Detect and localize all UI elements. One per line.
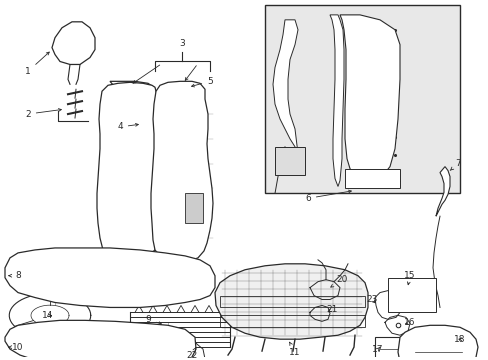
Text: 22: 22 [186, 348, 197, 360]
Polygon shape [100, 81, 163, 253]
Text: 20: 20 [330, 275, 347, 287]
Polygon shape [5, 248, 215, 307]
Text: 19: 19 [0, 359, 1, 360]
Polygon shape [215, 264, 367, 339]
Text: 8: 8 [9, 271, 21, 280]
Polygon shape [97, 82, 163, 261]
Polygon shape [339, 15, 399, 180]
Text: 11: 11 [289, 342, 300, 357]
Text: 7: 7 [449, 159, 460, 170]
Polygon shape [52, 22, 95, 64]
Text: 21: 21 [325, 305, 337, 314]
Text: 6: 6 [305, 190, 350, 203]
Bar [220, 315, 364, 327]
Bar [345, 168, 399, 188]
Polygon shape [151, 81, 213, 262]
Bar [387, 278, 435, 312]
Text: 14: 14 [42, 311, 54, 320]
Text: 23: 23 [366, 295, 377, 304]
Text: 17: 17 [371, 345, 383, 354]
Text: 1: 1 [25, 52, 49, 76]
Text: 4: 4 [117, 122, 138, 131]
Bar [184, 193, 203, 223]
Text: 3: 3 [179, 39, 184, 48]
Polygon shape [5, 320, 196, 360]
Polygon shape [397, 325, 477, 360]
Polygon shape [329, 15, 343, 186]
Text: 18: 18 [453, 335, 465, 344]
Text: 15: 15 [404, 271, 415, 285]
Text: 5: 5 [191, 77, 212, 87]
Text: 12: 12 [0, 359, 1, 360]
Bar [220, 296, 364, 307]
Bar [274, 147, 305, 175]
Text: 2: 2 [25, 109, 61, 118]
Polygon shape [374, 291, 399, 319]
Bar [374, 337, 429, 360]
Polygon shape [435, 167, 449, 216]
Polygon shape [272, 20, 297, 154]
Bar [264, 5, 459, 193]
Text: 9: 9 [145, 315, 161, 324]
Text: 13: 13 [0, 359, 1, 360]
Text: 16: 16 [404, 318, 415, 327]
Text: 10: 10 [9, 343, 24, 352]
